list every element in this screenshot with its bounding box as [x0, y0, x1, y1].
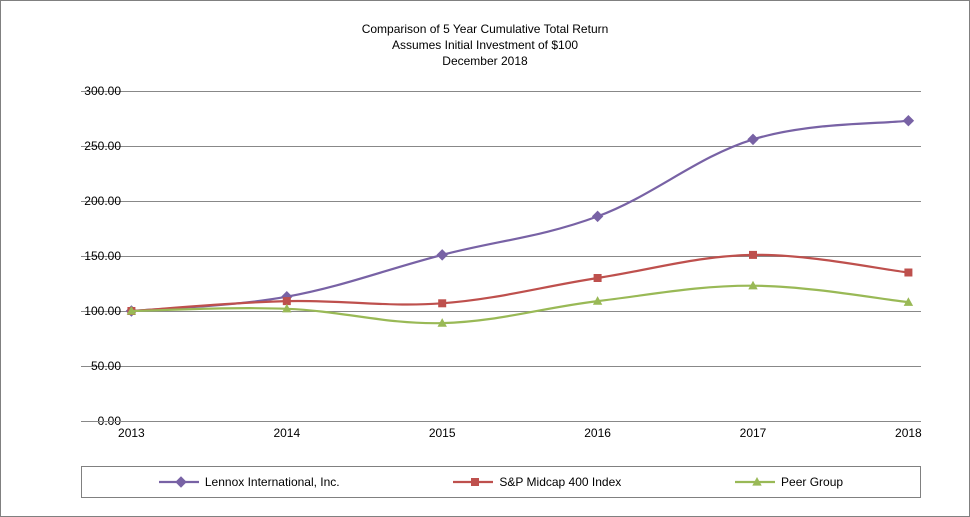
- legend-label: S&P Midcap 400 Index: [499, 475, 621, 489]
- legend-swatch: [453, 475, 493, 489]
- chart-svg: [81, 91, 921, 421]
- legend-swatch: [735, 475, 775, 489]
- data-marker: [592, 211, 603, 222]
- x-tick-label: 2015: [429, 426, 456, 440]
- legend-item: Peer Group: [735, 475, 843, 489]
- legend: Lennox International, Inc. S&P Midcap 400…: [81, 466, 921, 498]
- legend-label: Peer Group: [781, 475, 843, 489]
- series-line: [131, 121, 908, 311]
- x-tick-label: 2016: [584, 426, 611, 440]
- legend-label: Lennox International, Inc.: [205, 475, 340, 489]
- title-line-1: Comparison of 5 Year Cumulative Total Re…: [1, 21, 969, 37]
- data-marker: [903, 115, 914, 126]
- data-marker: [594, 274, 602, 282]
- data-marker: [904, 269, 912, 277]
- data-marker: [436, 249, 447, 260]
- x-tick-label: 2014: [273, 426, 300, 440]
- data-marker: [747, 134, 758, 145]
- legend-item: S&P Midcap 400 Index: [453, 475, 621, 489]
- data-marker: [438, 299, 446, 307]
- x-tick-label: 2018: [895, 426, 922, 440]
- data-marker: [749, 251, 757, 259]
- legend-swatch: [159, 475, 199, 489]
- series-line: [131, 255, 908, 311]
- title-line-3: December 2018: [1, 53, 969, 69]
- title-line-2: Assumes Initial Investment of $100: [1, 37, 969, 53]
- chart-container: Comparison of 5 Year Cumulative Total Re…: [0, 0, 970, 517]
- chart-title: Comparison of 5 Year Cumulative Total Re…: [1, 21, 969, 70]
- x-tick-label: 2013: [118, 426, 145, 440]
- x-tick-label: 2017: [740, 426, 767, 440]
- legend-item: Lennox International, Inc.: [159, 475, 340, 489]
